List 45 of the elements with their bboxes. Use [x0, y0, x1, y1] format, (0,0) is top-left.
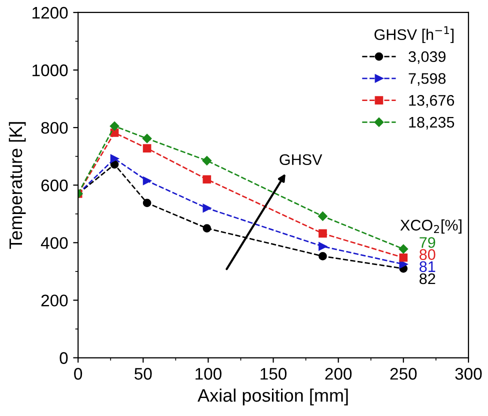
point [399, 260, 408, 268]
y-tick-label: 1000 [32, 64, 68, 76]
x-axis-title: Axial position [mm] [198, 388, 348, 406]
x-tick-label: 300 [455, 368, 482, 380]
legend-label: 18,235 [409, 116, 454, 130]
point [202, 204, 212, 212]
y-tick-label: 800 [41, 122, 68, 134]
point [202, 156, 212, 166]
legend-label: 3,039 [408, 51, 446, 64]
point [202, 224, 212, 232]
y-tick-label: 0 [60, 352, 68, 364]
point [318, 212, 328, 221]
legend-label: 13,676 [409, 94, 454, 108]
point [318, 229, 327, 238]
x-tick-label: 200 [325, 368, 352, 380]
y-tick-label: 600 [41, 180, 68, 192]
y-tick-label: 400 [40, 237, 68, 249]
point [142, 144, 152, 152]
point [318, 252, 327, 260]
annotation: 81 [420, 261, 436, 272]
x-tick-label: 250 [390, 368, 417, 380]
x-tick-label: 50 [134, 368, 152, 380]
y-axis-title: Temperature [K] [8, 122, 26, 249]
legend-label: 7,598 [408, 73, 446, 86]
point [110, 122, 120, 131]
legend-title: GHSV [h$^{−1}$] [374, 26, 454, 44]
point [398, 244, 408, 254]
y-tick-label: 200 [41, 294, 68, 306]
annotation: 82 [420, 273, 436, 284]
x-tick-label: 100 [196, 368, 222, 380]
point [110, 160, 119, 169]
point [202, 175, 212, 184]
x-tick-label: 150 [260, 368, 287, 380]
y-tick-label: 1200 [32, 6, 68, 19]
point [399, 253, 408, 262]
x-tick-label: 0 [74, 368, 82, 380]
annotation: 79 [420, 237, 436, 248]
annotation: GHSV [280, 154, 322, 166]
annotation: 80 [420, 249, 436, 260]
point [318, 242, 327, 251]
point [142, 134, 152, 144]
point [142, 176, 152, 185]
point [142, 198, 152, 208]
point [110, 154, 119, 163]
annotation: XCO$_{2}$[%] [400, 219, 462, 234]
